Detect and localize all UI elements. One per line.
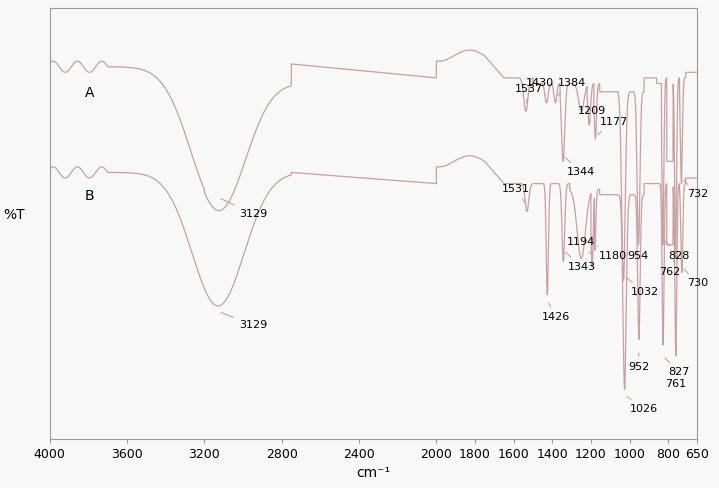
Text: 828: 828 (665, 241, 690, 261)
Text: 1209: 1209 (578, 106, 606, 122)
Text: 1177: 1177 (597, 117, 628, 135)
Text: 732: 732 (683, 180, 708, 200)
Text: 1537: 1537 (515, 84, 543, 103)
X-axis label: cm⁻¹: cm⁻¹ (357, 466, 390, 480)
Text: 3129: 3129 (221, 312, 267, 330)
Text: 954: 954 (628, 242, 649, 261)
Text: 762: 762 (659, 259, 680, 277)
Text: B: B (85, 189, 94, 203)
Text: 761: 761 (665, 370, 686, 388)
Text: 1194: 1194 (567, 237, 595, 254)
Text: 1384: 1384 (557, 78, 587, 96)
Text: 1531: 1531 (502, 184, 530, 203)
Text: 1180: 1180 (597, 246, 627, 261)
Text: 1426: 1426 (541, 303, 570, 322)
Text: 1343: 1343 (565, 252, 595, 272)
Text: 952: 952 (628, 353, 649, 372)
Text: 730: 730 (684, 269, 708, 288)
Text: 1032: 1032 (626, 277, 659, 297)
Text: 1026: 1026 (627, 397, 659, 414)
Text: %T: %T (4, 208, 25, 222)
Text: 1344: 1344 (565, 158, 595, 177)
Text: A: A (85, 86, 94, 101)
Text: 827: 827 (665, 358, 690, 378)
Text: 3129: 3129 (221, 199, 267, 219)
Text: 1430: 1430 (526, 78, 554, 95)
